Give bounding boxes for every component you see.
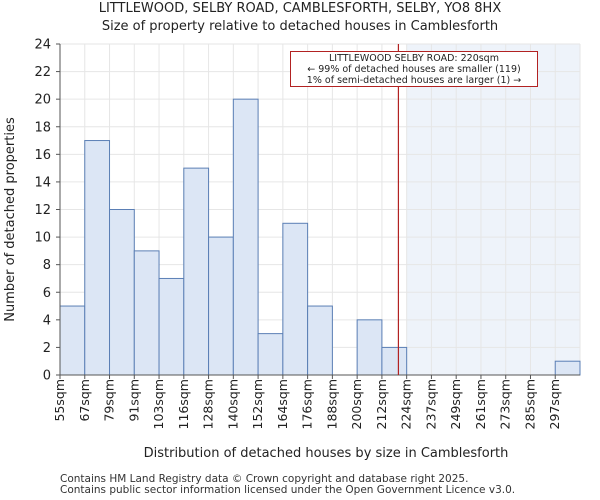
x-tick-label: 297sqm (547, 379, 562, 429)
x-tick-label: 103sqm (151, 379, 166, 429)
y-axis-title: Number of detached properties (3, 117, 18, 322)
x-tick-label: 237sqm (423, 379, 438, 429)
histogram-bar (554, 360, 581, 376)
y-tick-label: 20 (34, 93, 51, 108)
x-tick-label: 200sqm (349, 379, 364, 429)
chart-subtitle: Size of property relative to detached ho… (101, 19, 499, 34)
x-axis-title: Distribution of detached houses by size … (144, 446, 509, 461)
histogram-bar (158, 277, 185, 376)
histogram-bar (183, 167, 210, 376)
y-tick-label: 6 (43, 286, 51, 301)
x-tick-label: 164sqm (275, 379, 290, 429)
footer-licence: Contains public sector information licen… (60, 484, 516, 496)
y-tick-label: 12 (34, 203, 51, 218)
x-tick-label: 273sqm (498, 379, 513, 429)
histogram-bar (133, 250, 160, 376)
footer-copyright: Contains HM Land Registry data © Crown c… (60, 473, 469, 485)
x-tick-label: 140sqm (225, 379, 240, 429)
histogram-bar (307, 305, 333, 376)
y-tick-label: 18 (34, 120, 51, 135)
x-tick-label: 116sqm (176, 379, 191, 429)
y-tick-label: 2 (43, 341, 51, 356)
x-tick-label: 212sqm (374, 379, 389, 429)
histogram-bar (84, 140, 111, 376)
x-tick-label: 67sqm (77, 379, 92, 422)
histogram-bar (356, 319, 383, 376)
x-tick-label: 55sqm (52, 379, 67, 422)
x-tick-label: 249sqm (448, 379, 463, 429)
histogram-bar (109, 209, 135, 376)
x-tick-label: 188sqm (324, 379, 339, 429)
y-tick-label: 10 (34, 231, 51, 246)
histogram-bar (208, 236, 234, 376)
y-tick-label: 4 (43, 313, 51, 328)
annotation-title: LITTLEWOOD SELBY ROAD: 220sqm (329, 53, 499, 64)
histogram-bar (257, 333, 284, 376)
x-tick-label: 91sqm (126, 379, 141, 422)
annotation-smaller: ← 99% of detached houses are smaller (11… (307, 64, 521, 75)
annotation-larger: 1% of semi-detached houses are larger (1… (306, 75, 522, 86)
y-tick-label: 16 (34, 148, 51, 163)
y-tick-label: 8 (43, 258, 51, 273)
x-tick-label: 152sqm (250, 379, 265, 429)
x-tick-label: 224sqm (399, 379, 414, 429)
chart-title: LITTLEWOOD, SELBY ROAD, CAMBLESFORTH, SE… (98, 1, 502, 16)
x-tick-label: 128sqm (201, 379, 216, 429)
y-tick-label: 22 (34, 65, 51, 80)
x-tick-label: 176sqm (300, 379, 315, 429)
marker-annotation: LITTLEWOOD SELBY ROAD: 220sqm ← 99% of d… (290, 51, 538, 87)
x-tick-label: 79sqm (102, 379, 117, 422)
histogram-bar (59, 305, 86, 376)
y-tick-label: 24 (34, 38, 51, 53)
histogram-bar (282, 222, 309, 376)
x-tick-label: 285sqm (522, 379, 537, 429)
x-tick-label: 261sqm (473, 379, 488, 429)
histogram-bar (232, 98, 259, 376)
histogram-bar (381, 346, 408, 376)
y-tick-label: 14 (34, 175, 51, 190)
y-tick-label: 0 (43, 369, 51, 384)
